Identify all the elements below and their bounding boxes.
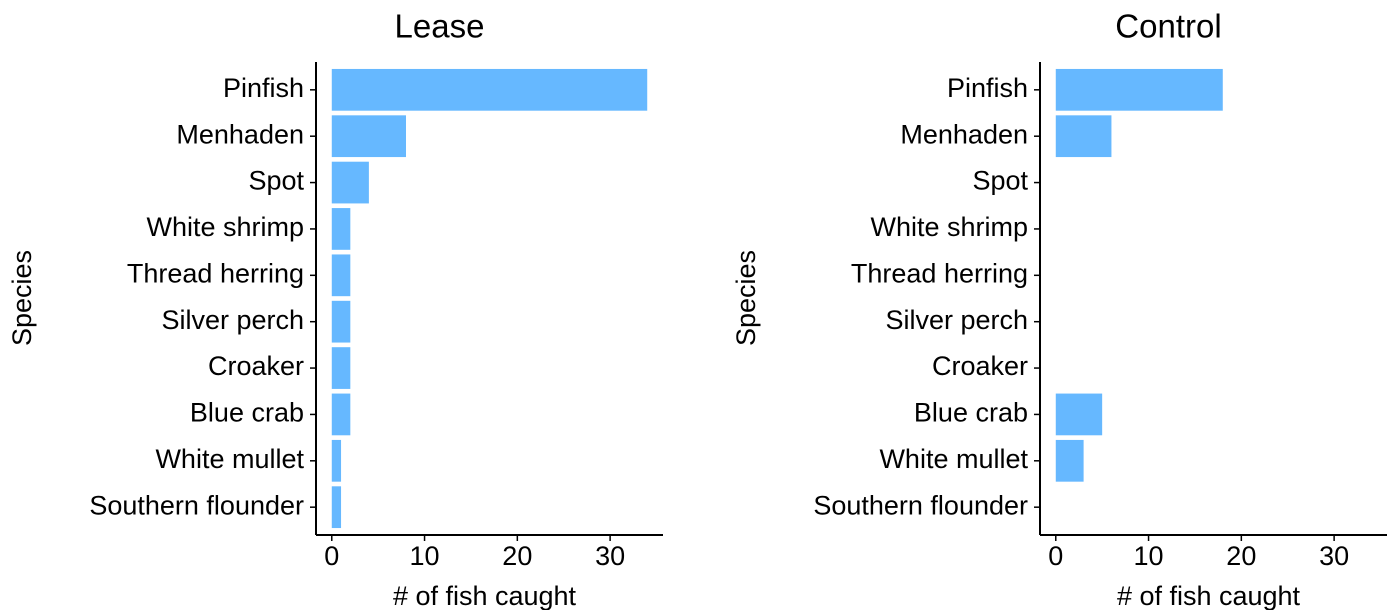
- x-tick-label: 30: [595, 541, 625, 571]
- y-tick-label: Menhaden: [176, 119, 304, 149]
- bar: [331, 208, 351, 250]
- y-tick-label: White mullet: [155, 444, 304, 474]
- y-tick-label: Silver perch: [161, 305, 304, 335]
- bar: [331, 254, 351, 297]
- y-tick-label: Spot: [972, 166, 1028, 196]
- y-tick-label: Pinfish: [947, 73, 1028, 103]
- bar: [1055, 393, 1103, 436]
- x-tick-label: 20: [1226, 541, 1256, 571]
- bar: [331, 161, 369, 204]
- bar: [331, 393, 351, 436]
- y-tick-label: Menhaden: [900, 119, 1028, 149]
- y-tick-label: Blue crab: [190, 398, 304, 428]
- chart-title: Lease: [395, 8, 485, 45]
- bar: [331, 68, 648, 111]
- y-tick-label: Silver perch: [885, 305, 1028, 335]
- x-tick-label: 0: [324, 541, 339, 571]
- x-tick-label: 10: [410, 541, 440, 571]
- y-tick-label: Southern flounder: [813, 490, 1028, 520]
- x-tick-label: 10: [1134, 541, 1164, 571]
- y-tick-label: Thread herring: [851, 258, 1028, 288]
- x-axis-label: # of fish caught: [393, 581, 577, 610]
- bar: [331, 486, 342, 529]
- y-axis-label: Species: [7, 250, 37, 346]
- y-tick-label: Pinfish: [223, 73, 304, 103]
- x-tick-label: 20: [502, 541, 532, 571]
- y-tick-label: White shrimp: [146, 212, 304, 242]
- bar: [1055, 115, 1112, 158]
- y-tick-label: Blue crab: [914, 398, 1028, 428]
- x-tick-label: 30: [1319, 541, 1349, 571]
- x-tick-label: 0: [1048, 541, 1063, 571]
- bar: [331, 439, 342, 482]
- bar: [331, 347, 351, 389]
- y-tick-label: Thread herring: [127, 258, 304, 288]
- y-tick-label: Southern flounder: [89, 490, 304, 520]
- y-tick-label: White mullet: [879, 444, 1028, 474]
- y-tick-label: White shrimp: [870, 212, 1028, 242]
- bar: [331, 115, 406, 158]
- y-tick-label: Spot: [248, 166, 304, 196]
- bar: [331, 300, 351, 343]
- y-tick-label: Croaker: [208, 351, 304, 381]
- x-axis-label: # of fish caught: [1117, 581, 1301, 610]
- y-tick-label: Croaker: [932, 351, 1028, 381]
- bar: [1055, 439, 1084, 482]
- chart-title: Control: [1115, 8, 1221, 45]
- bar: [1055, 68, 1223, 111]
- y-axis-label: Species: [731, 250, 761, 346]
